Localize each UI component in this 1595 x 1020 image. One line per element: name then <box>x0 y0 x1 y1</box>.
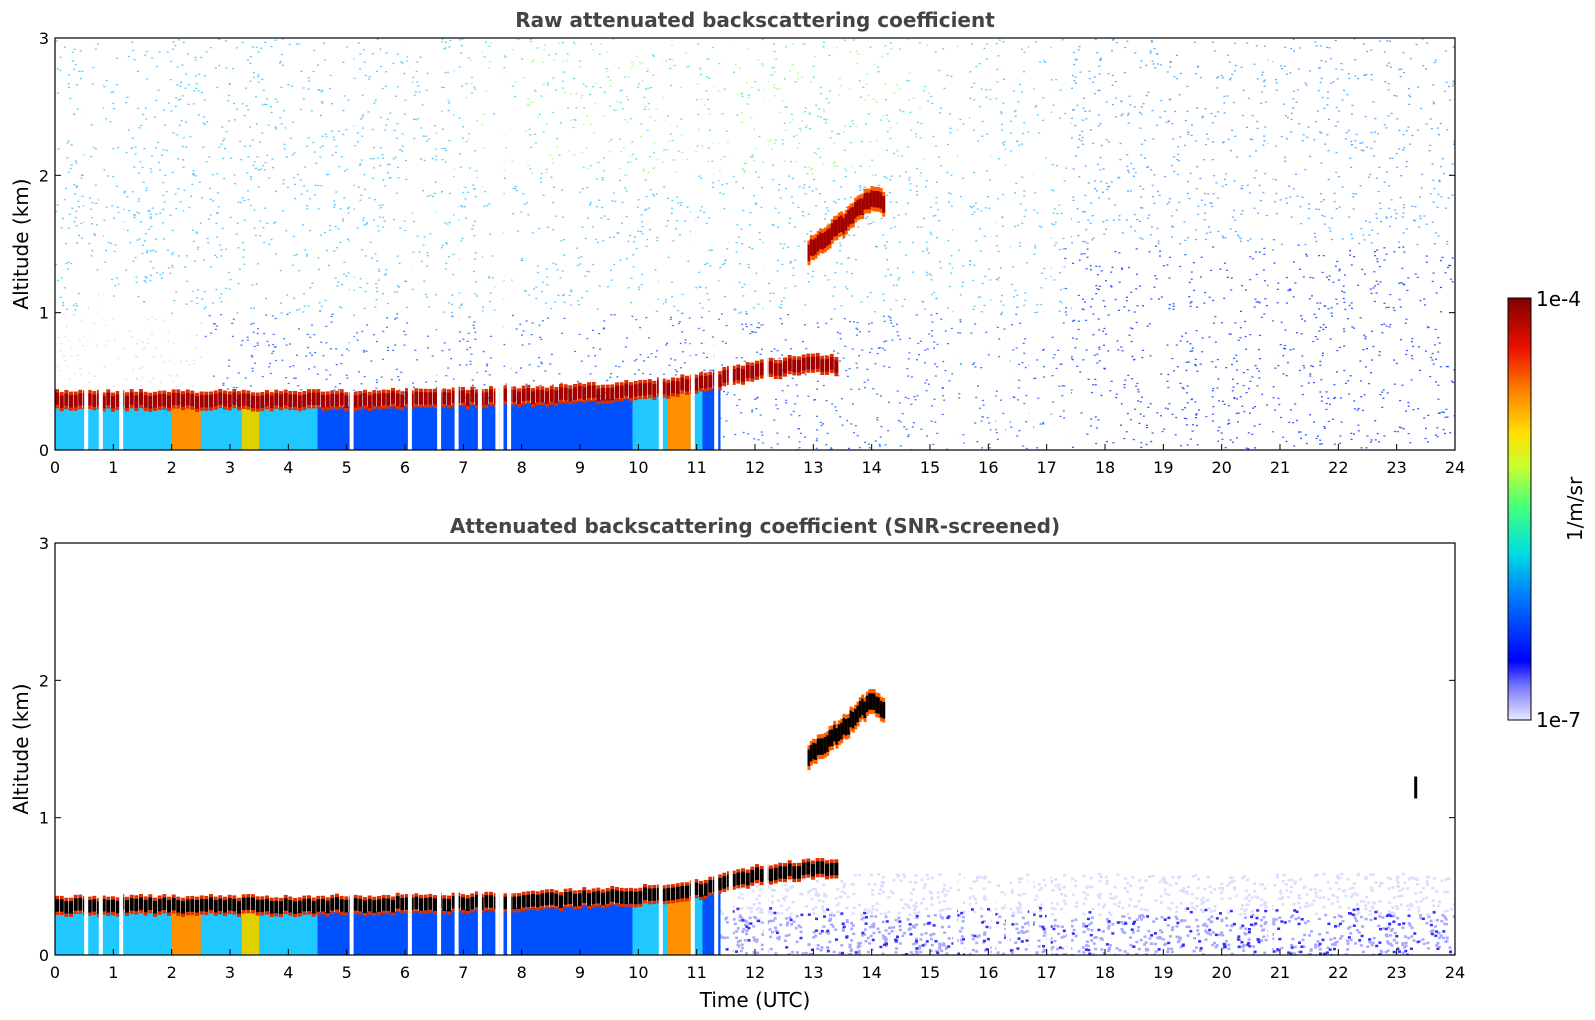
screened-haze <box>714 872 1455 955</box>
y-tick-label: 2 <box>39 166 49 185</box>
bottom-plot-frame <box>54 542 1456 956</box>
x-tick-label: 1 <box>108 458 118 477</box>
x-tick-label: 11 <box>686 458 706 477</box>
colorbar-min-label: 1e-7 <box>1536 708 1581 732</box>
colorbar-gradient <box>1507 297 1532 721</box>
bottom-y-axis-label: Altitude (km) <box>9 683 33 814</box>
y-tick-label: 1 <box>39 304 49 323</box>
top-x-ticks: 0 1 2 3 4 5 6 7 8 9 10 11 12 13 14 15 16 17 18 19 20 21 22 23 24 <box>50 444 1465 477</box>
x-tick-label: 2 <box>167 458 177 477</box>
x-tick-label: 8 <box>517 963 527 982</box>
top-panel: Raw attenuated backscattering coefficien… <box>9 8 1465 477</box>
x-tick-label: 18 <box>1095 458 1115 477</box>
x-tick-label: 0 <box>50 963 60 982</box>
boundary-layer-band <box>55 352 839 412</box>
x-tick-label: 16 <box>978 458 998 477</box>
top-y-ticks: 0 1 2 3 <box>39 29 1455 460</box>
x-tick-label: 1 <box>108 963 118 982</box>
x-tick-label: 9 <box>575 458 585 477</box>
elevated-layer <box>807 186 886 266</box>
y-tick-label: 3 <box>39 29 49 48</box>
elevated-layer <box>807 689 886 771</box>
x-tick-label: 14 <box>861 458 881 477</box>
x-tick-label: 24 <box>1445 963 1465 982</box>
x-tick-label: 10 <box>628 458 648 477</box>
x-tick-label: 6 <box>400 963 410 982</box>
top-chart-title: Raw attenuated backscattering coefficien… <box>515 8 995 32</box>
y-tick-label: 0 <box>39 946 49 965</box>
x-tick-label: 17 <box>1036 963 1056 982</box>
top-heatmap <box>55 38 1455 450</box>
x-tick-label: 8 <box>517 458 527 477</box>
x-tick-label: 11 <box>686 963 706 982</box>
x-tick-label: 21 <box>1270 458 1290 477</box>
x-tick-label: 18 <box>1095 963 1115 982</box>
x-tick-label: 4 <box>283 458 293 477</box>
x-tick-label: 20 <box>1211 458 1231 477</box>
x-tick-label: 23 <box>1386 458 1406 477</box>
y-tick-label: 2 <box>39 671 49 690</box>
x-tick-label: 12 <box>745 458 765 477</box>
x-tick-label: 2 <box>167 963 177 982</box>
top-plot-frame <box>54 37 1456 451</box>
boundary-layer-band <box>55 858 839 918</box>
x-tick-label: 5 <box>342 963 352 982</box>
x-tick-label: 19 <box>1153 458 1173 477</box>
x-tick-label: 15 <box>920 963 940 982</box>
x-tick-label: 7 <box>458 458 468 477</box>
x-tick-label: 3 <box>225 458 235 477</box>
data-gaps <box>84 38 1273 450</box>
x-tick-label: 7 <box>458 963 468 982</box>
bottom-panel: Attenuated backscattering coefficient (S… <box>9 514 1465 1012</box>
surface-aerosol <box>55 891 721 955</box>
x-axis-label: Time (UTC) <box>699 988 811 1012</box>
x-tick-label: 3 <box>225 963 235 982</box>
top-y-axis-label: Altitude (km) <box>9 178 33 309</box>
colorbar: 1e-4 1e-7 1/m/sr <box>1507 287 1587 732</box>
y-tick-label: 0 <box>39 441 49 460</box>
x-tick-label: 13 <box>803 963 823 982</box>
x-tick-label: 19 <box>1153 963 1173 982</box>
x-tick-label: 0 <box>50 458 60 477</box>
x-tick-label: 13 <box>803 458 823 477</box>
x-tick-label: 12 <box>745 963 765 982</box>
bottom-heatmap <box>55 543 1455 955</box>
colorbar-max-label: 1e-4 <box>1536 287 1581 311</box>
x-tick-label: 6 <box>400 458 410 477</box>
x-tick-label: 16 <box>978 963 998 982</box>
bottom-x-ticks: 0 1 2 3 4 5 6 7 8 9 10 11 12 13 14 15 16 17 18 19 20 21 22 23 24 <box>50 949 1465 982</box>
y-tick-label: 1 <box>39 809 49 828</box>
x-tick-label: 4 <box>283 963 293 982</box>
bottom-chart-title: Attenuated backscattering coefficient (S… <box>450 514 1060 538</box>
y-tick-label: 3 <box>39 534 49 553</box>
x-tick-label: 9 <box>575 963 585 982</box>
x-tick-label: 21 <box>1270 963 1290 982</box>
isolated-cloud <box>1414 776 1418 799</box>
data-gaps <box>84 543 1273 955</box>
x-tick-label: 5 <box>342 458 352 477</box>
x-tick-label: 22 <box>1328 458 1348 477</box>
x-tick-label: 23 <box>1386 963 1406 982</box>
x-tick-label: 15 <box>920 458 940 477</box>
colorbar-unit-label: 1/m/sr <box>1563 476 1587 541</box>
x-tick-label: 10 <box>628 963 648 982</box>
bottom-y-ticks: 0 1 2 3 <box>39 534 1455 965</box>
noise-field <box>55 38 1455 450</box>
x-tick-label: 22 <box>1328 963 1348 982</box>
x-tick-label: 17 <box>1036 458 1056 477</box>
x-tick-label: 24 <box>1445 458 1465 477</box>
x-tick-label: 14 <box>861 963 881 982</box>
x-tick-label: 20 <box>1211 963 1231 982</box>
